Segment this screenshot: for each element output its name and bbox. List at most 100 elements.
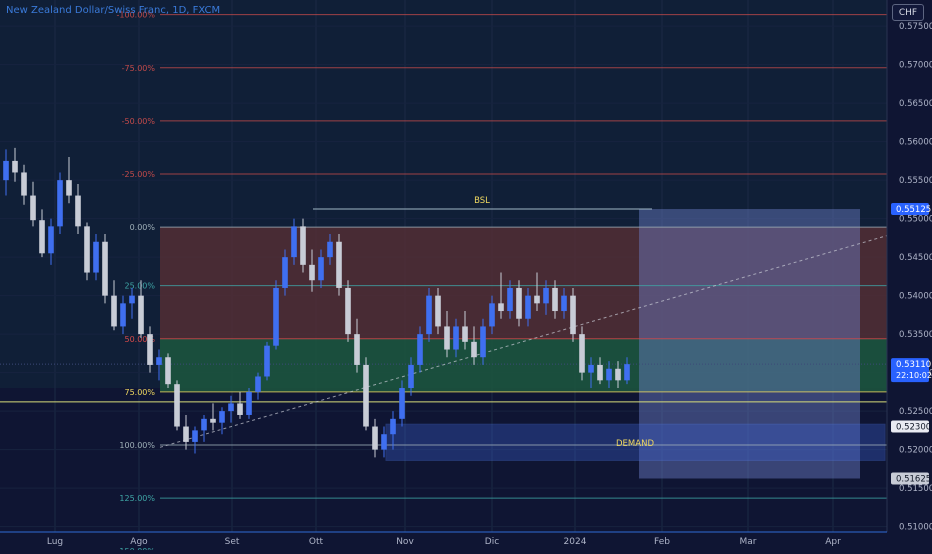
y-tick-label: 0.51500: [899, 484, 932, 494]
fib-level-label: 75.00%: [124, 388, 155, 397]
candle-body: [246, 391, 252, 415]
currency-button[interactable]: CHF: [892, 4, 924, 21]
candle-body: [156, 357, 162, 365]
candle-body: [507, 287, 513, 312]
fib-green-zone: [160, 338, 887, 392]
candle-body: [210, 418, 216, 423]
symbol-title: New Zealand Dollar/Swiss Franc, 1D, FXCM: [6, 5, 221, 16]
candle-body: [282, 257, 288, 288]
candle-body: [219, 411, 225, 423]
y-tick-label: 0.51000: [899, 523, 932, 533]
candle-body: [471, 341, 477, 358]
x-tick-label: Apr: [825, 537, 841, 547]
candle-body: [93, 241, 99, 273]
candle-body: [165, 357, 171, 385]
candle-body: [237, 403, 243, 415]
candle-body: [120, 303, 126, 327]
y-tick-label: 0.52500: [899, 407, 932, 417]
candle-body: [453, 326, 459, 350]
candle-body: [525, 295, 531, 319]
price-label-text: 0.51625: [896, 474, 931, 484]
countdown-label: 22:10:02: [896, 371, 932, 380]
y-tick-label: 0.53500: [899, 330, 932, 340]
x-tick-label: Ott: [309, 537, 324, 547]
y-tick-label: 0.56500: [899, 99, 932, 109]
candle-body: [444, 326, 450, 350]
fib-level-label: -50.00%: [122, 117, 156, 126]
candle-body: [588, 364, 594, 373]
candle-body: [399, 388, 405, 419]
x-tick-label: Dic: [485, 537, 499, 547]
candle-body: [3, 160, 9, 181]
demand-box: [385, 423, 886, 461]
fib-level-label: 50.00%: [124, 335, 155, 344]
candle-body: [390, 418, 396, 435]
candle-body: [570, 295, 576, 335]
candle-body: [426, 295, 432, 335]
candle-body: [39, 220, 45, 254]
price-label-box: [891, 203, 929, 216]
candle-body: [372, 426, 378, 450]
price-label-box: [891, 472, 929, 485]
price-label-box: [891, 358, 929, 383]
candle-body: [264, 345, 270, 377]
x-tick-label: 2024: [564, 537, 587, 547]
candle-body: [66, 180, 72, 196]
candle-body: [561, 295, 567, 312]
candle-body: [435, 295, 441, 327]
candle-body: [48, 226, 54, 254]
x-tick-label: Set: [225, 537, 240, 547]
y-tick-label: 0.54500: [899, 253, 932, 263]
candle-body: [291, 226, 297, 258]
candle-body: [543, 287, 549, 304]
candle-body: [75, 195, 81, 227]
bsl-label: BSL: [474, 196, 490, 206]
candle-body: [480, 326, 486, 358]
candle-body: [57, 180, 63, 227]
y-tick-label: 0.55000: [899, 215, 932, 225]
x-tick-label: Feb: [654, 537, 670, 547]
candle-body: [498, 303, 504, 312]
price-label-text: 0.53110: [896, 360, 931, 370]
candle-body: [354, 334, 360, 365]
candle-body: [84, 226, 90, 273]
candle-body: [183, 426, 189, 442]
fib-red-zone: [160, 227, 887, 339]
candle-body: [336, 241, 342, 288]
candle-body: [516, 287, 522, 319]
candle-body: [552, 287, 558, 312]
candle-body: [624, 364, 630, 381]
y-tick-label: 0.52000: [899, 446, 932, 456]
fib-level-label: -75.00%: [122, 64, 156, 73]
candle-body: [597, 364, 603, 381]
candle-body: [417, 334, 423, 365]
price-label-text: 0.55125: [896, 205, 931, 215]
candle-body: [381, 434, 387, 450]
y-tick-label: 0.57500: [899, 22, 932, 32]
y-tick-label: 0.55500: [899, 176, 932, 186]
candle-body: [534, 295, 540, 304]
fib-level-label: -25.00%: [122, 170, 156, 179]
fib-level-label: -100.00%: [117, 11, 156, 20]
price-label-text: 0.52300: [896, 423, 931, 433]
candle-body: [129, 295, 135, 304]
candle-body: [147, 334, 153, 365]
candle-body: [615, 368, 621, 381]
candle-body: [111, 295, 117, 327]
candle-body: [345, 287, 351, 335]
candle-body: [300, 226, 306, 265]
candle-body: [30, 195, 36, 221]
candle-body: [192, 430, 198, 442]
demand-label: DEMAND: [616, 439, 654, 449]
candle-body: [21, 172, 27, 196]
candle-body: [579, 334, 585, 373]
candle-body: [273, 287, 279, 346]
candle-body: [318, 257, 324, 281]
x-tick-label: Lug: [47, 537, 63, 547]
x-tick-label: Ago: [130, 537, 148, 547]
candle-body: [174, 384, 180, 427]
x-tick-label: Mar: [740, 537, 757, 547]
price-label-box: [891, 420, 929, 433]
candle-body: [462, 326, 468, 342]
